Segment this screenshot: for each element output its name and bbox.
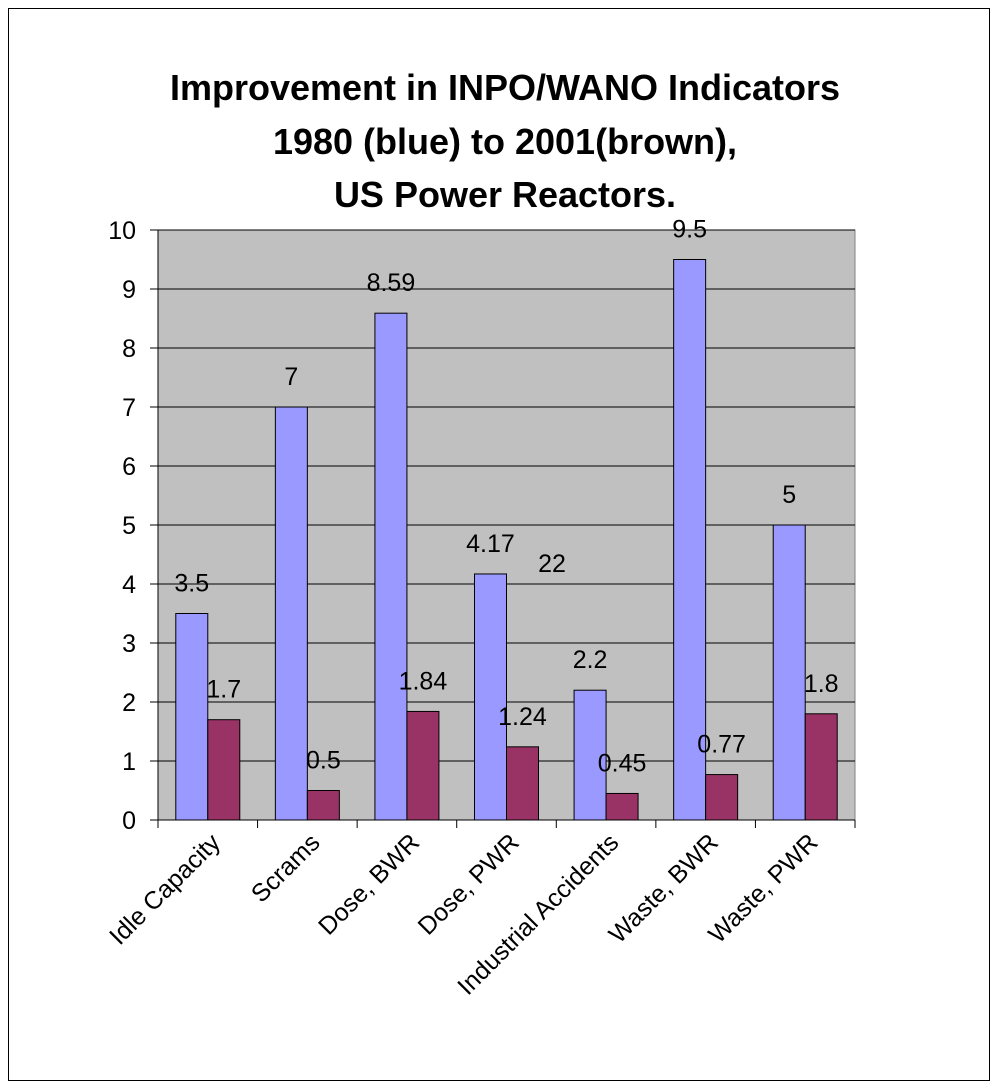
- bar: [374, 312, 408, 821]
- y-tick-label: 6: [122, 453, 136, 481]
- data-label: 0.45: [598, 749, 647, 777]
- bar: [306, 790, 340, 821]
- data-label: 5: [782, 481, 796, 509]
- y-tick-label: 3: [122, 630, 136, 658]
- data-label: 7: [284, 363, 298, 391]
- bar: [474, 573, 507, 821]
- data-label: 0.5: [306, 747, 341, 775]
- bar: [274, 406, 308, 821]
- bar: [772, 524, 806, 821]
- bar: [705, 774, 739, 821]
- bar: [673, 259, 707, 821]
- bar: [406, 710, 440, 821]
- chart-title: Improvement in INPO/WANO Indicators: [170, 67, 840, 108]
- data-label: 1.8: [804, 670, 839, 698]
- y-tick-label: 10: [108, 217, 136, 245]
- data-label: 8.59: [367, 269, 416, 297]
- y-tick-label: 7: [122, 394, 136, 422]
- chart-title: 1980 (blue) to 2001(brown),: [273, 121, 737, 162]
- data-label: 3.5: [174, 570, 209, 598]
- bar: [175, 613, 209, 821]
- bar: [506, 746, 539, 821]
- data-label: 1.24: [498, 703, 547, 731]
- data-label: 1.7: [206, 676, 241, 704]
- y-tick-label: 9: [122, 276, 136, 304]
- y-tick-label: 0: [122, 807, 136, 835]
- data-label: 4.17: [466, 530, 515, 558]
- y-tick-label: 5: [122, 512, 136, 540]
- bar: [605, 792, 639, 821]
- bar: [207, 719, 241, 821]
- bar: [573, 689, 607, 821]
- bar: [804, 713, 838, 821]
- y-tick-label: 1: [122, 748, 136, 776]
- data-label: 1.84: [399, 667, 448, 695]
- y-tick-label: 4: [122, 571, 136, 599]
- data-label: 9.5: [672, 216, 707, 244]
- y-tick-label: 2: [122, 689, 136, 717]
- data-label: 0.77: [697, 731, 746, 759]
- data-label: 2.2: [573, 646, 608, 674]
- annotation: 22: [538, 550, 566, 578]
- chart-title: US Power Reactors.: [334, 174, 676, 215]
- y-tick-label: 8: [122, 335, 136, 363]
